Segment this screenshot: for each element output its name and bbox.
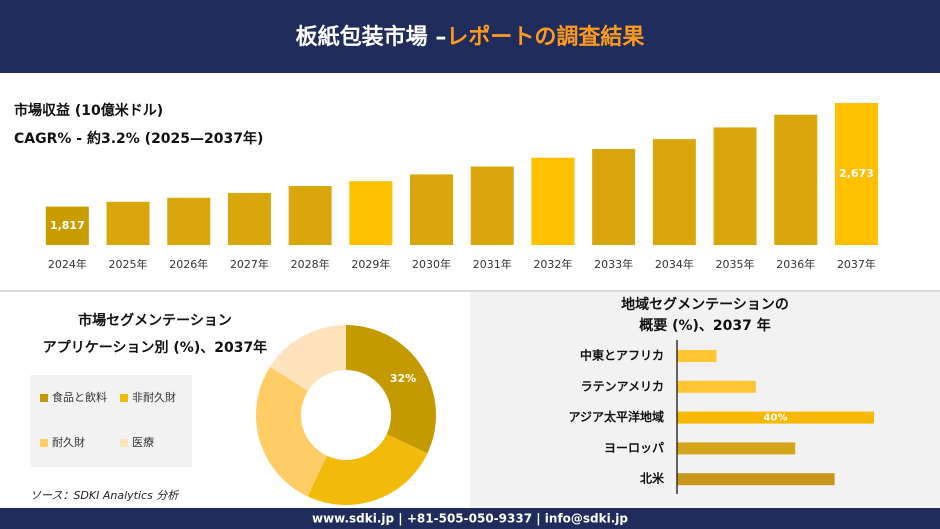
legend-swatch [120, 439, 128, 447]
bar [652, 139, 696, 245]
legend-box [30, 375, 192, 467]
legend-swatch [40, 439, 48, 447]
header-title-main: 板紙包装市場 – [296, 24, 447, 50]
chart-subtitle: CAGR% - 約3.2% (2025—2037年) [14, 130, 263, 147]
donut-slice [270, 325, 346, 391]
y-tick-label: 中東とアフリカ [580, 348, 664, 363]
x-tick-label: 2037年 [837, 257, 876, 271]
legend-swatch [120, 394, 128, 402]
legend-label: 非耐久財 [132, 390, 176, 404]
header-bar [0, 0, 940, 73]
bar [45, 206, 89, 245]
x-tick-label: 2034年 [655, 257, 694, 271]
data-label: 40% [764, 413, 788, 424]
bar [167, 197, 211, 245]
y-tick-label: ヨーロッパ [604, 441, 664, 455]
chart-title: 市場収益 (10億米ドル) [14, 102, 163, 119]
bar [227, 192, 271, 245]
donut-slice [346, 325, 436, 454]
y-tick-label: ラテンアメリカ [581, 379, 664, 393]
x-tick-label: 2036年 [776, 257, 815, 271]
legend-label: 食品と飲料 [52, 390, 107, 404]
bar [677, 380, 756, 393]
chart-title: 地域セグメンテーションの [621, 296, 789, 313]
y-tick-label: アジア太平洋地域 [568, 409, 664, 424]
bar [677, 350, 717, 362]
donut-slice [256, 366, 327, 497]
bar [774, 114, 818, 246]
x-tick-label: 2035年 [716, 257, 755, 271]
footer-contact: www.sdki.jp | +81-505-050-9337 | info@sd… [312, 512, 628, 526]
x-tick-label: 2025年 [109, 257, 148, 271]
data-label: 1,817 [50, 219, 85, 232]
donut-slice [307, 434, 428, 505]
x-tick-label: 2033年 [594, 257, 633, 271]
bar [106, 201, 150, 245]
x-tick-label: 2024年 [48, 257, 87, 271]
x-tick-label: 2032年 [533, 257, 572, 271]
y-tick-label: 北米 [640, 471, 665, 486]
bar [713, 127, 757, 245]
bar [531, 157, 575, 245]
region-panel [470, 292, 940, 508]
data-label: 32% [390, 372, 416, 385]
x-tick-label: 2026年 [169, 257, 208, 271]
x-tick-label: 2029年 [351, 257, 390, 271]
x-tick-label: 2027年 [230, 257, 269, 271]
legend-label: 医療 [132, 435, 154, 449]
chart-subtitle: 概要 (%)、2037 年 [639, 317, 771, 334]
bar [349, 181, 393, 245]
bar [470, 166, 514, 245]
bar [677, 473, 835, 486]
bar [410, 174, 454, 245]
x-tick-label: 2031年 [473, 257, 512, 271]
x-tick-label: 2028年 [291, 257, 330, 271]
chart-subtitle: アプリケーション別 (%)、2037年 [43, 339, 267, 356]
data-label: 2,673 [839, 167, 874, 180]
header-title: 板紙包装市場 –レポートの調査結果 [296, 24, 645, 50]
source-note: ソース：SDKI Analytics 分析 [30, 489, 180, 502]
bar [288, 186, 332, 245]
bar [677, 411, 874, 424]
x-tick-label: 2030年 [412, 257, 451, 271]
bar [677, 442, 796, 455]
chart-title: 市場セグメンテーション [78, 312, 232, 329]
legend-label: 耐久財 [52, 435, 85, 449]
bar [592, 148, 636, 245]
legend-swatch [40, 394, 48, 402]
bar [834, 102, 878, 245]
header-title-accent: レポートの調査結果 [446, 24, 644, 50]
footer-bar [0, 508, 940, 529]
